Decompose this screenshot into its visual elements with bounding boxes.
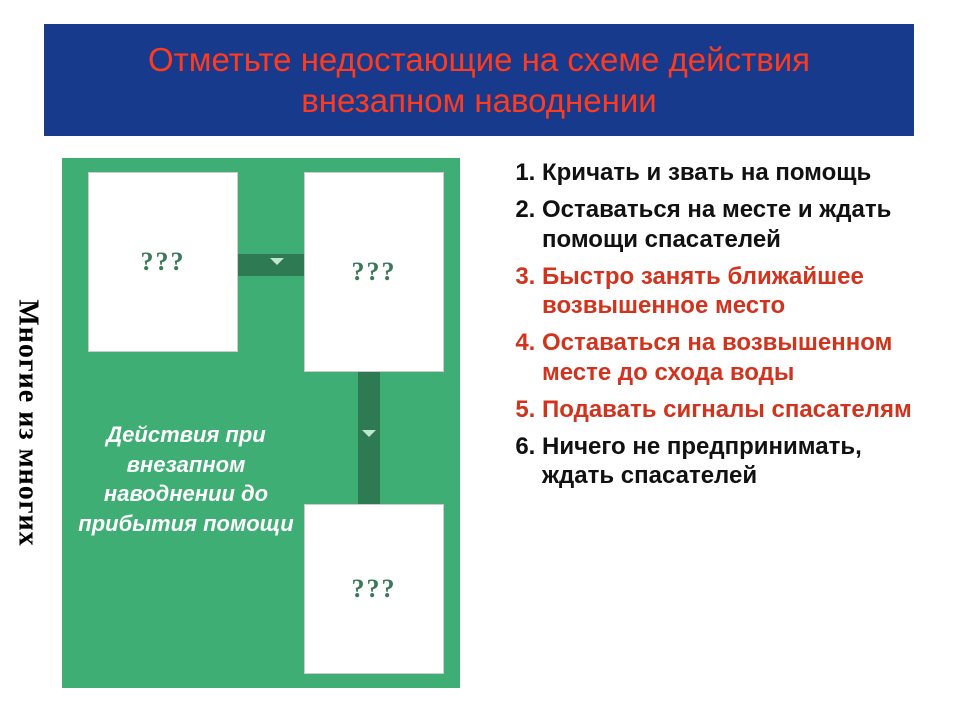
list-item: Кричать и звать на помощь: [542, 158, 935, 187]
list-item: Оставаться на месте и ждать помощи спаса…: [542, 195, 935, 254]
answer-list-panel: Кричать и звать на помощь Оставаться на м…: [490, 158, 935, 499]
connector-arrow: [270, 258, 284, 265]
list-item: Подавать сигналы спасателям: [542, 395, 935, 424]
answer-list: Кричать и звать на помощь Оставаться на м…: [490, 158, 935, 491]
connector-arrow: [362, 430, 376, 437]
diagram-caption: Действия при внезапном наводнении до при…: [76, 420, 296, 539]
list-item: Ничего не предпринимать, ждать спасателе…: [542, 432, 935, 491]
list-item: Оставаться на возвышенном месте до схода…: [542, 328, 935, 387]
diagram-node: ???: [88, 172, 238, 352]
page-title: Отметьте недостающие на схеме действия в…: [64, 39, 894, 122]
connector: [358, 372, 380, 504]
side-label: Многие из многих: [12, 299, 44, 546]
diagram-panel: Действия при внезапном наводнении до при…: [62, 158, 460, 688]
diagram-node: ???: [304, 172, 444, 372]
list-item: Быстро занять ближайшее возвышенное мест…: [542, 262, 935, 321]
title-bar: Отметьте недостающие на схеме действия в…: [44, 24, 914, 136]
diagram-node: ???: [304, 504, 444, 674]
side-label-container: Многие из многих: [4, 158, 52, 688]
